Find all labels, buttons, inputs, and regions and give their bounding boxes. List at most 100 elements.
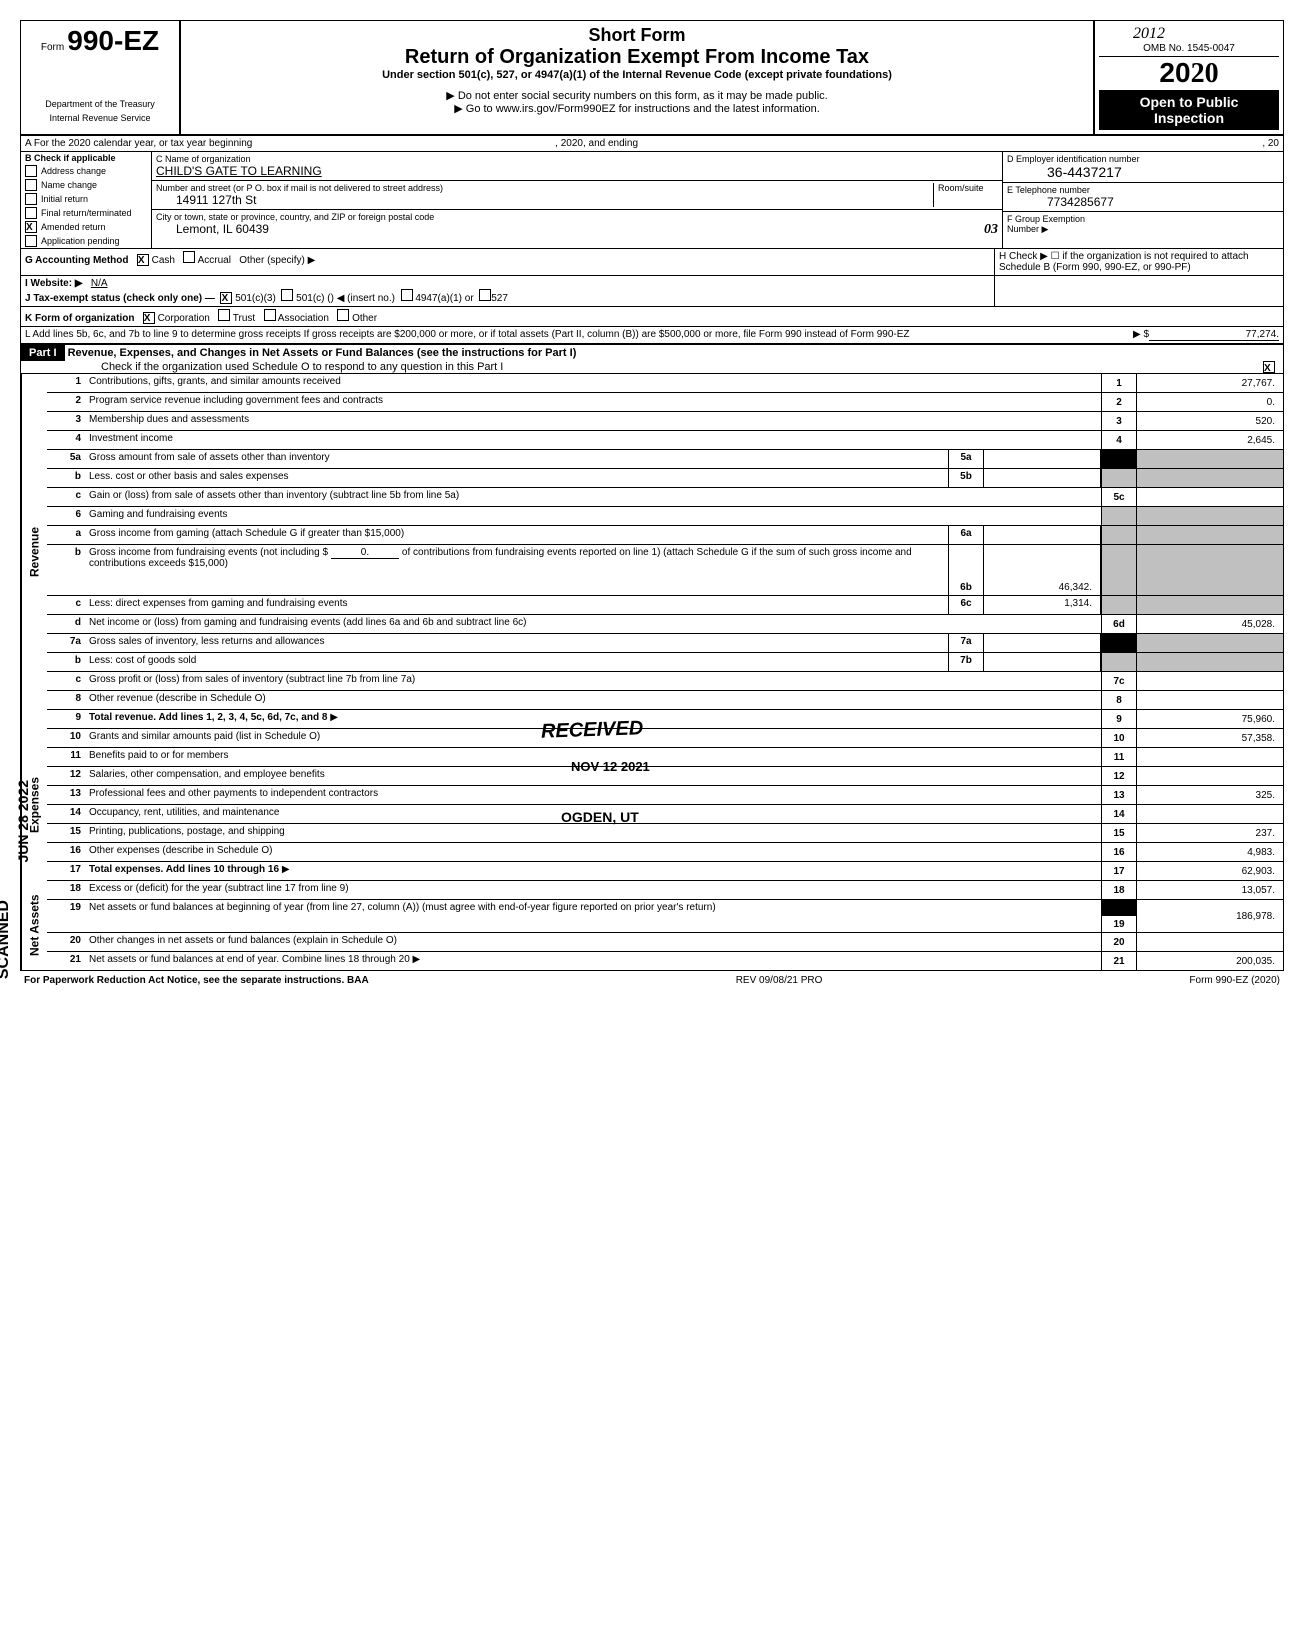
- line-13-box: 13: [1101, 786, 1137, 804]
- line-19-box: 19: [1113, 919, 1124, 930]
- checkbox-name-change[interactable]: [25, 179, 37, 191]
- checkbox-527[interactable]: [479, 289, 491, 301]
- line-1-num: 1: [47, 374, 85, 392]
- part1-check-text: Check if the organization used Schedule …: [101, 361, 503, 373]
- section-a: A For the 2020 calendar year, or tax yea…: [21, 136, 1283, 152]
- section-g-label: G Accounting Method: [25, 255, 129, 266]
- expenses-side-label: Expenses: [21, 729, 47, 881]
- line-6c-subbox: 6c: [948, 596, 983, 614]
- line-5b-desc: Less. cost or other basis and sales expe…: [85, 469, 948, 487]
- received-stamp: RECEIVED: [541, 717, 644, 744]
- section-a-end: , 20: [1262, 138, 1279, 149]
- part1-header-row: Part I Revenue, Expenses, and Changes in…: [21, 345, 1283, 374]
- line-4-num: 4: [47, 431, 85, 449]
- line-6-desc: Gaming and fundraising events: [85, 507, 1101, 525]
- line-8-num: 8: [47, 691, 85, 709]
- section-b: B Check if applicable Address change Nam…: [21, 152, 152, 248]
- checkbox-501c3[interactable]: [220, 292, 232, 304]
- line-5b-num: b: [47, 469, 85, 487]
- website-value: N/A: [91, 278, 108, 289]
- opt-amended-return: Amended return: [41, 222, 106, 232]
- net-assets-section: Net Assets 18Excess or (deficit) for the…: [21, 881, 1283, 970]
- checkbox-501c[interactable]: [281, 289, 293, 301]
- phone-value: 7734285677: [1007, 195, 1279, 209]
- opt-527: 527: [491, 293, 508, 304]
- line-13-num: 13: [47, 786, 85, 804]
- checkbox-amended-return[interactable]: [25, 221, 37, 233]
- opt-final-return: Final return/terminated: [41, 208, 132, 218]
- checkbox-accrual[interactable]: [183, 251, 195, 263]
- nov-date-stamp: NOV 12 2021: [571, 759, 650, 774]
- section-k-label: K Form of organization: [25, 313, 134, 324]
- section-def: D Employer identification number 36-4437…: [1003, 152, 1283, 248]
- line-6d-box: 6d: [1101, 615, 1137, 633]
- handwritten-year: 2012: [1133, 25, 1165, 42]
- checkbox-association[interactable]: [264, 309, 276, 321]
- line-7b-num: b: [47, 653, 85, 671]
- line-6a-desc: Gross income from gaming (attach Schedul…: [85, 526, 948, 544]
- line-5a-num: 5a: [47, 450, 85, 468]
- instruction-2: ▶ Go to www.irs.gov/Form990EZ for instru…: [185, 102, 1089, 115]
- line-17-num: 17: [47, 862, 85, 880]
- form-container: Form 990-EZ Department of the Treasury I…: [20, 20, 1284, 971]
- checkbox-schedule-o[interactable]: [1263, 361, 1275, 373]
- row-ij: I Website: ▶ N/A J Tax-exempt status (ch…: [21, 276, 1283, 307]
- section-f-label: F Group Exemption: [1007, 214, 1279, 224]
- line-16-desc: Other expenses (describe in Schedule O): [85, 843, 1101, 861]
- short-form-label: Short Form: [185, 25, 1089, 46]
- irs-label: Internal Revenue Service: [25, 111, 175, 125]
- checkbox-final-return[interactable]: [25, 207, 37, 219]
- line-17-box: 17: [1101, 862, 1137, 880]
- opt-association: Association: [278, 313, 329, 324]
- line-15-desc: Printing, publications, postage, and shi…: [85, 824, 1101, 842]
- line-3-box: 3: [1101, 412, 1137, 430]
- opt-trust: Trust: [233, 313, 255, 324]
- checkbox-other-org[interactable]: [337, 309, 349, 321]
- opt-initial-return: Initial return: [41, 194, 88, 204]
- line-14-num: 14: [47, 805, 85, 823]
- form-number: 990-EZ: [67, 25, 159, 56]
- handwritten-qtr: 03: [984, 222, 998, 238]
- line-19-desc: Net assets or fund balances at beginning…: [85, 900, 1101, 932]
- section-g: G Accounting Method Cash Accrual Other (…: [21, 249, 995, 275]
- line-19-num: 19: [47, 900, 85, 932]
- opt-other-org: Other: [352, 313, 377, 324]
- checkbox-address-change[interactable]: [25, 165, 37, 177]
- revenue-side-label: Revenue: [21, 374, 47, 729]
- line-9-num: 9: [47, 710, 85, 728]
- line-16-amount: 4,983.: [1137, 843, 1283, 861]
- opt-cash: Cash: [152, 255, 175, 266]
- part1-title: Revenue, Expenses, and Changes in Net As…: [68, 347, 577, 359]
- line-7a-desc: Gross sales of inventory, less returns a…: [85, 634, 948, 652]
- checkbox-4947[interactable]: [401, 289, 413, 301]
- section-c-label: C Name of organization: [156, 154, 998, 164]
- line-5c-box: 5c: [1101, 488, 1137, 506]
- line-10-amount: 57,358.: [1137, 729, 1283, 747]
- checkbox-cash[interactable]: [137, 254, 149, 266]
- line-2-box: 2: [1101, 393, 1137, 411]
- checkbox-corporation[interactable]: [143, 312, 155, 324]
- checkbox-application-pending[interactable]: [25, 235, 37, 247]
- line-6b-desc: Gross income from fundraising events (no…: [89, 547, 328, 558]
- checkbox-trust[interactable]: [218, 309, 230, 321]
- line-12-num: 12: [47, 767, 85, 785]
- line-10-box: 10: [1101, 729, 1137, 747]
- line-1-amount: 27,767.: [1137, 374, 1283, 392]
- line-5c-desc: Gain or (loss) from sale of assets other…: [85, 488, 1101, 506]
- line-18-desc: Excess or (deficit) for the year (subtra…: [85, 881, 1101, 899]
- ogden-stamp: OGDEN, UT: [561, 809, 639, 825]
- year-cell: 2012 OMB No. 1545-0047 2020 Open to Publ…: [1095, 21, 1283, 134]
- opt-other: Other (specify) ▶: [239, 255, 315, 266]
- line-17-amount: 62,903.: [1137, 862, 1283, 880]
- form-header: Form 990-EZ Department of the Treasury I…: [21, 21, 1283, 136]
- org-name: CHILD'S GATE TO LEARNING: [156, 164, 998, 178]
- checkbox-initial-return[interactable]: [25, 193, 37, 205]
- line-12-box: 12: [1101, 767, 1137, 785]
- line-1-box: 1: [1101, 374, 1137, 392]
- line-19-amount: 186,978.: [1137, 900, 1283, 932]
- part1-label: Part I: [21, 345, 65, 361]
- line-17-desc: Total expenses. Add lines 10 through 16: [89, 864, 279, 875]
- section-i-label: I Website: ▶: [25, 278, 83, 289]
- section-l-text: L Add lines 5b, 6c, and 7b to line 9 to …: [25, 329, 1109, 341]
- opt-accrual: Accrual: [198, 255, 231, 266]
